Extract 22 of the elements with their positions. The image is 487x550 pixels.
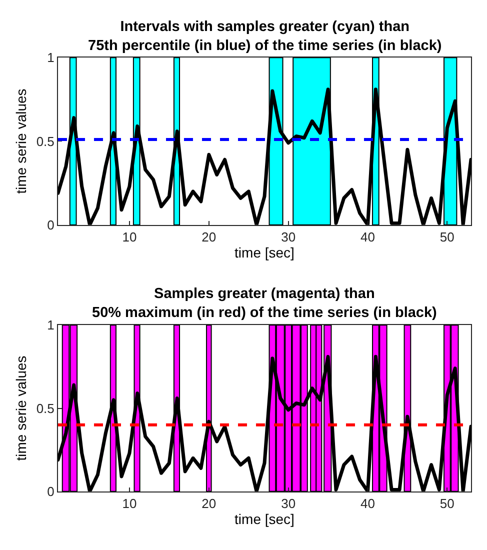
x-tick-label: 30: [281, 229, 296, 244]
y-axis-title: time serie values: [12, 88, 29, 194]
y-tick-label: 0: [47, 484, 54, 499]
x-axis-title: time [sec]: [234, 244, 294, 260]
y-tick-label: 0: [47, 217, 54, 232]
y-tick-label: 1: [47, 318, 54, 333]
x-tick-label: 20: [202, 229, 216, 244]
y-axis-title: time serie values: [12, 356, 29, 461]
chart-title: Intervals with samples greater (cyan) than 75th percentile (in blue) of the time series (in black): [88, 19, 442, 54]
x-tick-label: 10: [122, 229, 137, 244]
x-axis-title: time [sec]: [234, 511, 294, 528]
x-tick-label: 50: [440, 496, 454, 512]
chart-title: Samples greater (magenta) than 50% maximum (in red) of the time series (in black): [92, 286, 438, 321]
x-tick-label: 30: [281, 496, 296, 512]
x-tick-label: 40: [360, 496, 375, 512]
x-tick-label: 10: [122, 496, 137, 512]
x-tick-label: 20: [202, 496, 216, 512]
y-tick-label: 0.5: [36, 134, 54, 149]
x-tick-label: 50: [440, 229, 454, 244]
y-tick-label: 0.5: [36, 400, 54, 416]
y-tick-label: 1: [47, 50, 54, 66]
x-tick-label: 40: [360, 229, 375, 244]
